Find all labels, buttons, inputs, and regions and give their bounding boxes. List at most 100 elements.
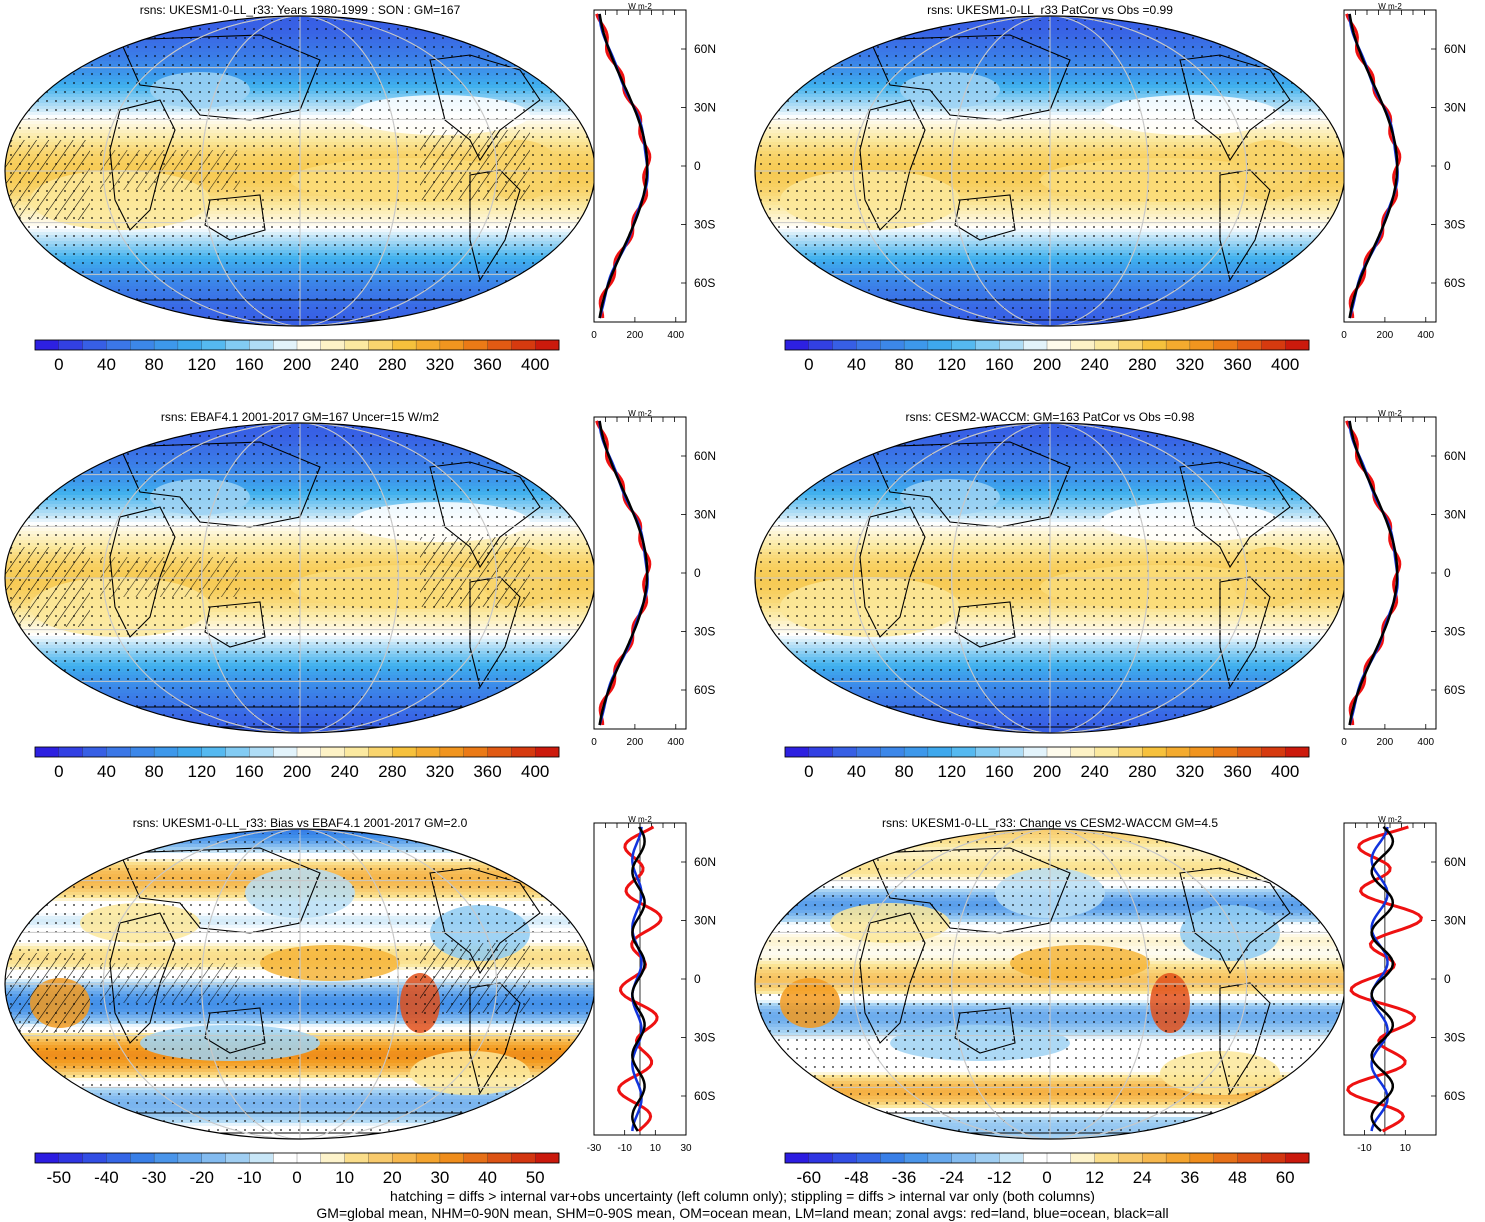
colorbar-bin <box>488 747 512 757</box>
zonal-unit-label: W m-2 <box>1378 815 1402 824</box>
colorbar-bin <box>249 340 273 350</box>
footer-note-1: hatching = diffs > internal var+obs unce… <box>0 1188 1485 1205</box>
colorbar-tick-label: 400 <box>521 762 549 781</box>
colorbar-bin <box>464 747 488 757</box>
colorbar-bin <box>368 747 392 757</box>
colorbar-tick-label: 80 <box>145 355 164 374</box>
colorbar-tick-label: -12 <box>987 1168 1012 1187</box>
colorbar-bin <box>392 1153 416 1163</box>
footer-note-2: GM=global mean, NHM=0-90N mean, SHM=0-90… <box>0 1205 1485 1222</box>
colorbar-bin <box>249 1153 273 1163</box>
colorbar-bin <box>202 340 226 350</box>
colorbar-bin <box>273 340 297 350</box>
colorbar-bin <box>1285 747 1309 757</box>
colorbar-bin <box>1285 1153 1309 1163</box>
colorbar-bin <box>464 1153 488 1163</box>
colorbar-tick-label: 400 <box>1271 355 1299 374</box>
colorbar-tick-label: 400 <box>521 355 549 374</box>
colorbar-tick-label: 320 <box>1176 355 1204 374</box>
colorbar-tick-label: 240 <box>1080 355 1108 374</box>
colorbar-bin <box>154 340 178 350</box>
colorbar-tick-label: -20 <box>189 1168 214 1187</box>
colorbar-bin <box>464 340 488 350</box>
colorbar-bin <box>952 747 976 757</box>
colorbar-tick-label: 280 <box>378 355 406 374</box>
colorbar-tick-label: -10 <box>237 1168 262 1187</box>
colorbar-tick-label: 200 <box>1033 355 1061 374</box>
zonal-x-tick-label: 200 <box>1377 330 1394 341</box>
zonal-lat-tick-label: 0 <box>694 159 701 173</box>
colorbar-tick-label: 36 <box>1180 1168 1199 1187</box>
colorbar-tick-label: 360 <box>473 762 501 781</box>
colorbar-bin <box>345 747 369 757</box>
world-map <box>750 813 1350 1153</box>
zonal-x-tick-label: 0 <box>591 330 597 341</box>
colorbar-tick-label: 0 <box>292 1168 301 1187</box>
colorbar-tick-label: 240 <box>330 355 358 374</box>
zonal-lat-tick-label: 30S <box>694 218 715 232</box>
zonal-lat-tick-label: 30N <box>1444 508 1466 522</box>
colorbar-tick-label: 120 <box>188 762 216 781</box>
colorbar-bin <box>511 1153 535 1163</box>
colorbar-tick-label: 24 <box>1133 1168 1152 1187</box>
colorbar-tick-label: 0 <box>54 355 63 374</box>
colorbar-tick-label: 160 <box>235 762 263 781</box>
colorbar-tick-label: -60 <box>797 1168 822 1187</box>
colorbar-bin <box>130 340 154 350</box>
colorbar-tick-label: -24 <box>939 1168 964 1187</box>
colorbar-tick-label: 120 <box>938 762 966 781</box>
colorbar-bin <box>511 340 535 350</box>
colorbar-bin <box>856 747 880 757</box>
colorbar-bin <box>1047 340 1071 350</box>
colorbar-bin <box>83 747 107 757</box>
colorbar-bin <box>904 747 928 757</box>
colorbar-bin <box>345 1153 369 1163</box>
colorbar-bin <box>1047 747 1071 757</box>
colorbar-bin <box>368 1153 392 1163</box>
zonal-unit-label: W m-2 <box>1378 2 1402 11</box>
colorbar-bin <box>488 1153 512 1163</box>
colorbar-bin <box>1261 1153 1285 1163</box>
colorbar-bin <box>952 340 976 350</box>
zonal-lat-tick-label: 0 <box>1444 566 1451 580</box>
colorbar-bin <box>488 340 512 350</box>
colorbar-bin <box>1142 747 1166 757</box>
colorbar-bin <box>297 1153 321 1163</box>
colorbar-bin <box>416 747 440 757</box>
colorbar-bin <box>880 1153 904 1163</box>
colorbar-tick-label: 10 <box>335 1168 354 1187</box>
colorbar-tick-label: 320 <box>426 762 454 781</box>
colorbar-bin <box>178 340 202 350</box>
colorbar-tick-label: 360 <box>1223 762 1251 781</box>
colorbar-tick-label: 120 <box>938 355 966 374</box>
colorbar-bin <box>1023 340 1047 350</box>
colorbar-bin <box>999 1153 1023 1163</box>
colorbar-bin <box>928 340 952 350</box>
colorbar-bin <box>833 340 857 350</box>
colorbar-bin <box>511 747 535 757</box>
zonal-unit-label: W m-2 <box>628 409 652 418</box>
world-map <box>0 0 600 340</box>
colorbar-bin <box>1238 747 1262 757</box>
colorbar-tick-label: 280 <box>378 762 406 781</box>
colorbar-tick-label: 360 <box>473 355 501 374</box>
colorbar-bin <box>904 340 928 350</box>
colorbar-bin <box>976 340 1000 350</box>
colorbar-bin <box>321 340 345 350</box>
colorbar-bin <box>59 340 83 350</box>
colorbar-bin <box>130 747 154 757</box>
colorbar-bin <box>1214 340 1238 350</box>
colorbar-bin <box>321 1153 345 1163</box>
colorbar-bin <box>1238 1153 1262 1163</box>
colorbar-bin <box>249 747 273 757</box>
colorbar-bin <box>535 1153 559 1163</box>
colorbar-tick-label: 40 <box>97 762 116 781</box>
